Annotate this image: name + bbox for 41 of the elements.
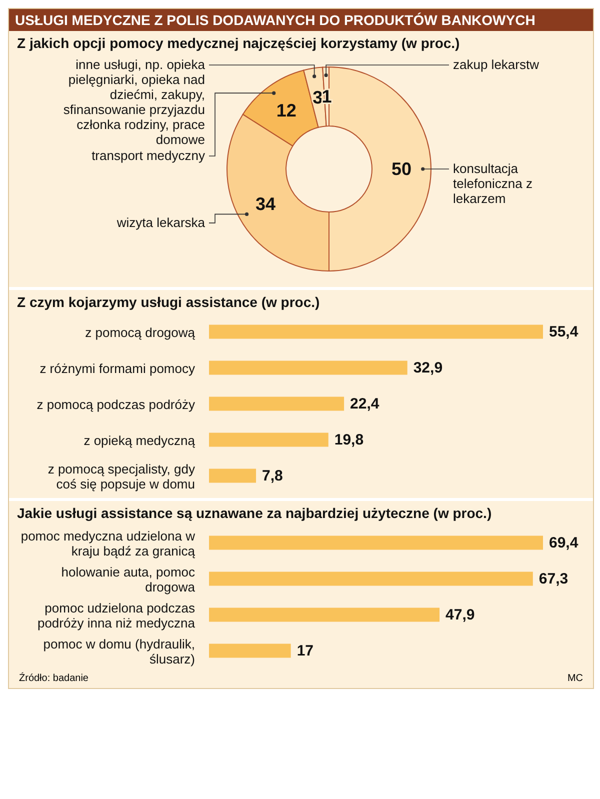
data-label: 22,4 [350,395,380,412]
data-label: 17 [296,642,314,660]
chart-subtitle: Z jakich opcji pomocy medycznej najczęściej korzystamy (w proc.) [16,34,461,51]
data-label: 55,4 [549,323,579,340]
slice-label: wizyta lekarska [116,214,206,230]
data-label: 3 [312,87,323,108]
data-label: 32,9 [413,359,443,376]
data-label: 67,3 [538,570,568,588]
data-label: 47,9 [446,606,475,624]
data-label: 69,4 [549,534,579,552]
data-label: 7,8 [262,467,283,484]
slice-label: konsultacja telefoniczna z lekarzem [453,161,532,206]
y-tick-label: holowanie auta, pomoc drogowa [61,564,196,594]
y-tick-label: z różnymi formami pomocy [40,361,196,376]
bar [209,396,344,411]
chart-title: Jakie usługi assistance są uznawane za najbardziej użyteczne (w proc.) [16,504,493,521]
y-tick-label: pomoc w domu (hydraulik, ślusarz) [43,636,195,666]
bar [209,572,533,586]
text: Źródło: badanie [19,673,88,684]
data-label: 12 [276,100,296,120]
bar [209,324,543,339]
y-tick-label: pomoc medyczna udzielona w kraju bądź za granicą [20,528,196,558]
bar [209,360,408,375]
y-tick-label: z pomocą drogową [85,325,196,340]
bar [209,644,291,658]
data-label: 19,8 [334,431,364,448]
y-tick-label: z pomocą podczas podróży [36,397,196,412]
text: MC [567,673,583,684]
y-tick-label: z pomocą specjalisty, gdy coś się popsuje w domu [48,462,196,492]
bar [209,536,543,550]
bar [209,432,328,447]
data-label: 34 [255,194,276,214]
bar [209,468,256,483]
data-label: 50 [391,159,412,179]
bar [209,608,440,622]
chart-title: USŁUGI MEDYCZNE Z POLIS DODAWANYCH DO PRODUKTÓW BANKOWYCH [9,9,593,31]
slice-label: zakup lekarstw [453,57,540,72]
y-tick-label: z opieką medyczną [84,433,196,448]
chart-title: Z czym kojarzymy usługi assistance (w proc.) [16,293,321,310]
slice-label: transport medyczny [92,148,206,163]
y-tick-label: pomoc udzielona podczas podróży inna niż medyczna [37,600,196,630]
